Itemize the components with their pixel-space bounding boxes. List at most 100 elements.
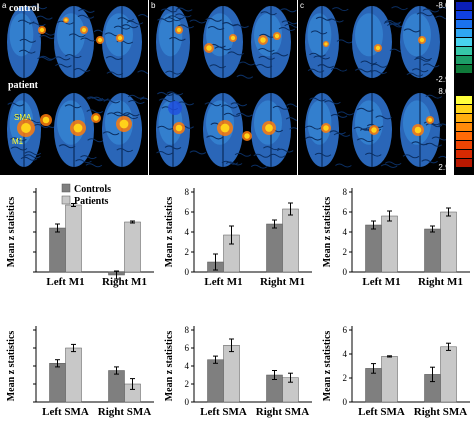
colorbar-label-neg-min: -8.00 [435,1,454,10]
bar-patients-0 [65,347,82,403]
bar-patients-0 [381,215,398,273]
y-tick-label: 2 [343,373,348,383]
chart-svg: 0 2 4 6 8 Mean z statistics Left M1 Right M1 [322,187,470,288]
colorbar-swatch [456,56,472,64]
bar-chart-sma-c: 0 2 4 6 Mean z statistics Left SMA Right SMA [316,322,474,424]
y-tick-label: 6 [343,325,348,335]
y-tick-label: 6 [343,207,348,217]
chart-svg: Mean z statistics Left M1 Right M1 Controls… [6,183,154,288]
colorbar-label-pos-min: 8.00 [438,87,454,96]
colorbar-swatch [456,11,472,19]
bar-patients-1 [440,346,457,403]
y-tick-label: 0 [185,397,190,407]
colorbar-swatch [456,150,472,158]
colorbar-swatch [456,105,472,113]
panel-letter-c: c [300,1,304,10]
x-tick-label: Right SMA [98,406,152,418]
row-label-patient: patient [8,80,38,91]
bar-chart-m1-c: 0 2 4 6 8 Mean z statistics Left M1 Right M1 [316,180,474,298]
x-tick-label: Right M1 [260,276,305,288]
bar-patients-1 [440,211,457,273]
colorbar-swatch [456,38,472,46]
x-tick-label: Right SMA [414,406,468,418]
x-tick-label: Left M1 [362,276,400,288]
brain-panel-b: b [149,0,297,175]
chart-svg: 0 2 4 6 Mean z statistics Left SMA Right SMA [322,325,470,418]
y-axis-label: Mean z statistics [322,331,333,402]
y-axis-label: Mean z statistics [322,197,333,268]
brain-panel-a: a control patient SMA M1 [0,0,148,175]
chart-svg: 0 2 4 6 8 Mean z statistics Left SMA Right SMA [164,325,312,418]
y-tick-label: 6 [185,207,190,217]
x-tick-label: Right M1 [102,276,147,288]
brain-render-c [304,6,446,169]
x-tick-label: Right M1 [418,276,463,288]
brain-render-b [156,6,297,169]
roi-label-m1: M1 [12,137,24,146]
colorbar-swatch [456,20,472,28]
colorbar-swatch [456,132,472,140]
colorbar-label-neg-max: -2.98 [435,75,454,84]
bar-patients-0 [65,204,82,273]
legend-label-patients: Patients [74,196,109,207]
bar-patients-0 [223,345,240,403]
chart-svg: Mean z statistics Left SMA Right SMA [6,326,154,418]
y-tick-label: 6 [185,343,190,353]
colorbar-swatch [456,65,472,73]
bar-controls-0 [49,227,66,273]
bar-controls-0 [207,359,224,403]
y-tick-label: 2 [343,247,348,257]
bar-controls-0 [49,363,66,403]
bar-chart-m1-a: Mean z statistics Left M1 Right M1 Controls… [0,180,158,298]
colorbar-swatch [456,47,472,55]
y-tick-label: 0 [185,267,190,277]
bar-chart-sma-a: Mean z statistics Left SMA Right SMA [0,322,158,424]
chart-svg: 0 2 4 6 8 Mean z statistics Left M1 Right M1 [164,187,312,288]
bar-patients-1 [282,208,299,273]
bar-controls-0 [365,224,382,273]
y-tick-label: 4 [343,349,348,359]
legend-swatch-controls [61,183,71,193]
y-tick-label: 0 [343,267,348,277]
y-axis-label: Mean z statistics [164,331,175,402]
bar-chart-sma-b: 0 2 4 6 8 Mean z statistics Left SMA Right SMA [158,322,316,424]
colorbar-swatch [456,159,472,167]
x-tick-label: Left M1 [204,276,242,288]
y-tick-label: 2 [185,379,190,389]
y-tick-label: 8 [185,325,190,335]
colorbar-swatch [456,96,472,104]
bar-chart-m1-b: 0 2 4 6 8 Mean z statistics Left M1 Right M1 [158,180,316,298]
x-tick-label: Left SMA [200,406,247,418]
y-tick-label: 4 [185,361,190,371]
y-tick-label: 4 [185,227,190,237]
colorbar-label-pos-max: 2.98 [438,163,454,172]
x-tick-label: Right SMA [256,406,310,418]
panel-letter-b: b [151,1,156,10]
y-axis-label: Mean z statistics [6,331,17,402]
colorbar-swatch [456,141,472,149]
bar-patients-0 [381,356,398,403]
deactivation-blob [168,101,182,115]
bar-controls-1 [424,228,441,273]
colorbar-swatch [456,2,472,10]
y-tick-label: 0 [343,397,348,407]
roi-label-sma: SMA [14,113,32,122]
colorbar-swatch [456,29,472,37]
bar-controls-1 [266,223,283,273]
legend-swatch-patients [61,195,71,205]
x-tick-label: Left M1 [46,276,84,288]
brain-panel-c: c [298,0,446,175]
brain-render-a [7,5,148,168]
y-tick-label: 8 [343,187,348,197]
legend-label-controls: Controls [74,184,111,195]
colorbar [454,0,474,175]
colorbar-swatch [456,123,472,131]
y-tick-label: 2 [185,247,190,257]
x-tick-label: Left SMA [358,406,405,418]
bar-patients-1 [124,221,141,273]
y-tick-label: 8 [185,187,190,197]
y-tick-label: 4 [343,227,348,237]
row-label-control: control [9,3,40,14]
panel-letter-a: a [2,1,7,10]
x-tick-label: Left SMA [42,406,89,418]
